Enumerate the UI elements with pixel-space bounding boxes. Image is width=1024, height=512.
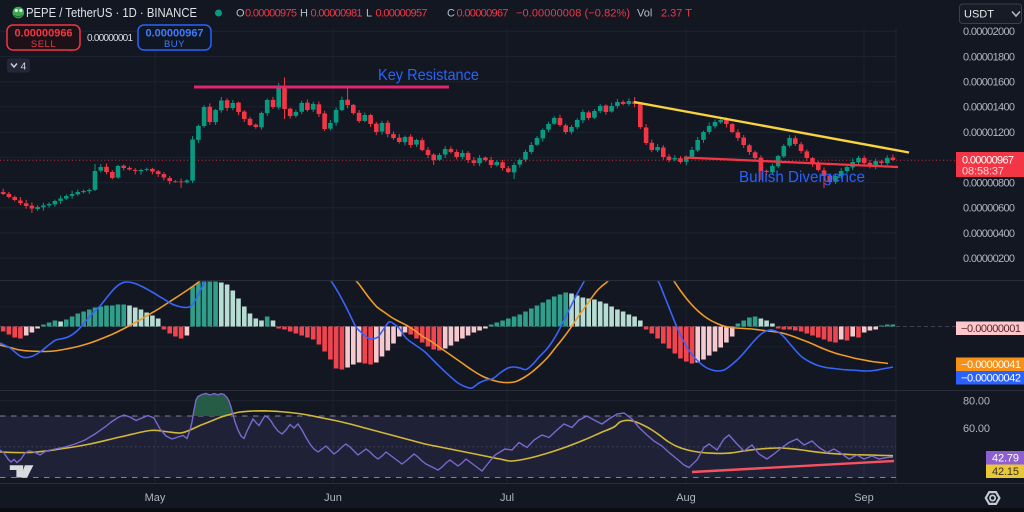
svg-text:0.00000967: 0.00000967 [457, 8, 509, 20]
svg-text:PEPE / TetherUS · 1D · BINANCE: PEPE / TetherUS · 1D · BINANCE [26, 5, 197, 20]
svg-text:L: L [366, 8, 372, 20]
svg-text:Bullish Divergence: Bullish Divergence [739, 169, 865, 186]
svg-text:0.00000966: 0.00000966 [14, 28, 72, 40]
svg-text:O: O [236, 8, 245, 20]
svg-text:0.00000400: 0.00000400 [963, 228, 1015, 240]
svg-text:Key Resistance: Key Resistance [378, 67, 479, 84]
svg-text:60.00: 60.00 [963, 423, 990, 435]
svg-text:0.00001400: 0.00001400 [963, 102, 1015, 114]
svg-text:−0.00000042: −0.00000042 [961, 372, 1021, 384]
svg-text:0.00001800: 0.00001800 [963, 51, 1015, 63]
svg-text:0.00000967: 0.00000967 [145, 28, 203, 40]
svg-text:0.00000600: 0.00000600 [963, 203, 1015, 215]
svg-text:−0.00000008 (−0.82%): −0.00000008 (−0.82%) [516, 8, 630, 20]
svg-text:−0.00000041: −0.00000041 [961, 359, 1021, 371]
svg-text:C: C [447, 8, 455, 20]
svg-text:0.00002000: 0.00002000 [963, 26, 1015, 38]
svg-text:0.00001600: 0.00001600 [963, 77, 1015, 89]
svg-text:0.00000967: 0.00000967 [962, 155, 1014, 167]
svg-text:Vol: Vol [637, 8, 652, 20]
svg-text:SELL: SELL [31, 39, 56, 50]
svg-text:0.00000800: 0.00000800 [963, 177, 1015, 189]
svg-text:0.00000957: 0.00000957 [376, 8, 428, 20]
svg-text:80.00: 80.00 [963, 396, 990, 408]
svg-text:0.00000200: 0.00000200 [963, 253, 1015, 265]
svg-text:−0.00000001: −0.00000001 [961, 323, 1021, 335]
svg-text:42.79: 42.79 [992, 452, 1019, 464]
svg-text:BUY: BUY [164, 39, 185, 50]
svg-text:USDT: USDT [964, 9, 994, 21]
svg-text:Sep: Sep [854, 492, 874, 504]
svg-text:0.00000975: 0.00000975 [245, 8, 297, 20]
svg-text:0.00001200: 0.00001200 [963, 127, 1015, 139]
svg-text:42.15: 42.15 [992, 466, 1019, 478]
svg-text:May: May [145, 492, 166, 504]
svg-text:0.00000001: 0.00000001 [87, 33, 133, 44]
svg-text:H: H [300, 8, 308, 20]
svg-text:Jun: Jun [324, 492, 342, 504]
svg-text:Jul: Jul [500, 492, 514, 504]
svg-text:4: 4 [21, 61, 27, 73]
svg-text:2.37 T: 2.37 T [661, 8, 692, 20]
svg-text:0.00000981: 0.00000981 [311, 8, 363, 20]
svg-text:08:58:37: 08:58:37 [962, 166, 1004, 178]
svg-text:Aug: Aug [676, 492, 696, 504]
